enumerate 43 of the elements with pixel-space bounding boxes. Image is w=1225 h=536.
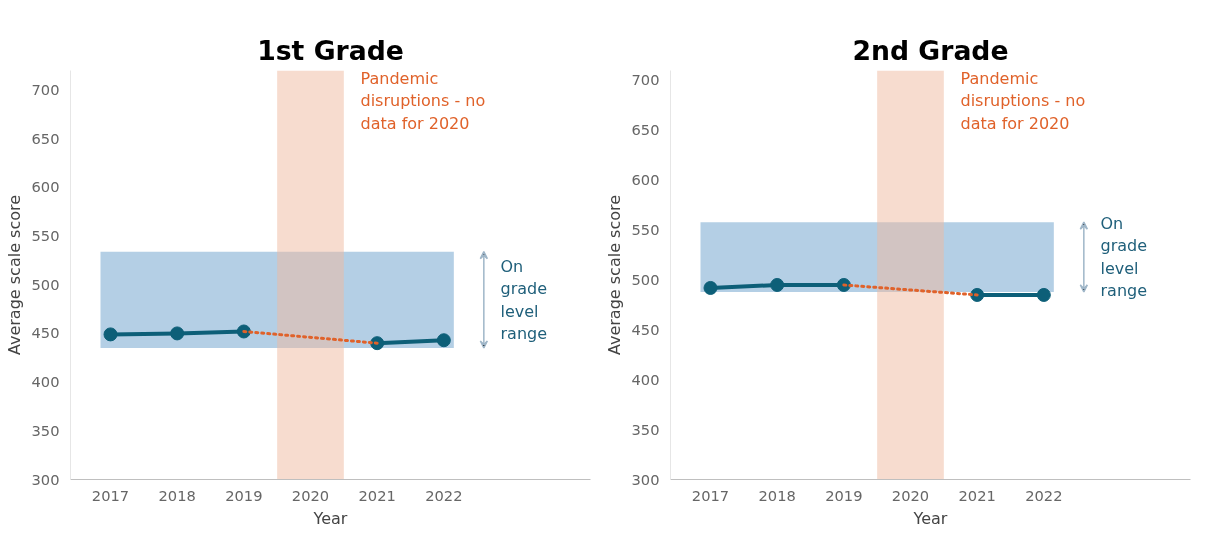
band-label: Pandemic disruptions - no data for 2020 — [960, 68, 1086, 133]
x-tick-label: 2021 — [958, 486, 996, 504]
x-tick-label: 2022 — [1025, 486, 1063, 504]
x-axis-title: Year — [312, 508, 348, 528]
y-tick-label: 650 — [631, 121, 660, 139]
y-tick-label: 350 — [31, 421, 60, 439]
band-label: Pandemic disruptions - no data for 2020 — [360, 68, 486, 133]
point — [1036, 287, 1051, 302]
y-tick-label: 650 — [31, 129, 60, 147]
y-axis-title: Average scale score — [604, 194, 624, 356]
x-tick-label: 2017 — [91, 486, 130, 504]
x-tick-label: 2018 — [758, 486, 796, 504]
point — [703, 280, 718, 295]
y-tick-label: 700 — [31, 80, 60, 98]
y-tick-label: 500 — [631, 270, 660, 288]
band-label: On grade level range — [500, 256, 548, 344]
x-tick-label: 2017 — [691, 486, 730, 504]
y-tick-label: 400 — [631, 370, 660, 388]
y-tick-label: 400 — [31, 373, 60, 391]
y-tick-label: 600 — [31, 178, 60, 196]
y-tick-label: 550 — [631, 221, 660, 239]
y-tick-label: 500 — [31, 275, 60, 293]
y-tick-label: 450 — [631, 320, 660, 338]
x-tick-label: 2022 — [425, 486, 463, 504]
chart-title: 1st Grade — [257, 34, 404, 66]
y-tick-label: 450 — [31, 324, 60, 342]
x-tick-label: 2020 — [891, 486, 930, 504]
y-tick-label: 600 — [631, 171, 660, 189]
x-tick-label: 2019 — [225, 486, 263, 504]
y-tick-label: 350 — [631, 420, 660, 438]
y-axis-title: Average scale score — [4, 194, 24, 356]
x-axis-title: Year — [912, 508, 948, 528]
y-tick-label: 300 — [631, 470, 660, 488]
y-tick-label: 300 — [31, 470, 60, 488]
y-tick-label: 700 — [631, 71, 660, 89]
x-tick-label: 2018 — [158, 486, 196, 504]
x-tick-label: 2020 — [291, 486, 330, 504]
x-tick-label: 2019 — [825, 486, 863, 504]
chart-title: 2nd Grade — [852, 34, 1009, 66]
x-tick-label: 2021 — [358, 486, 396, 504]
y-tick-label: 550 — [31, 227, 60, 245]
point — [770, 277, 785, 292]
band-label: On grade level range — [1100, 213, 1148, 301]
